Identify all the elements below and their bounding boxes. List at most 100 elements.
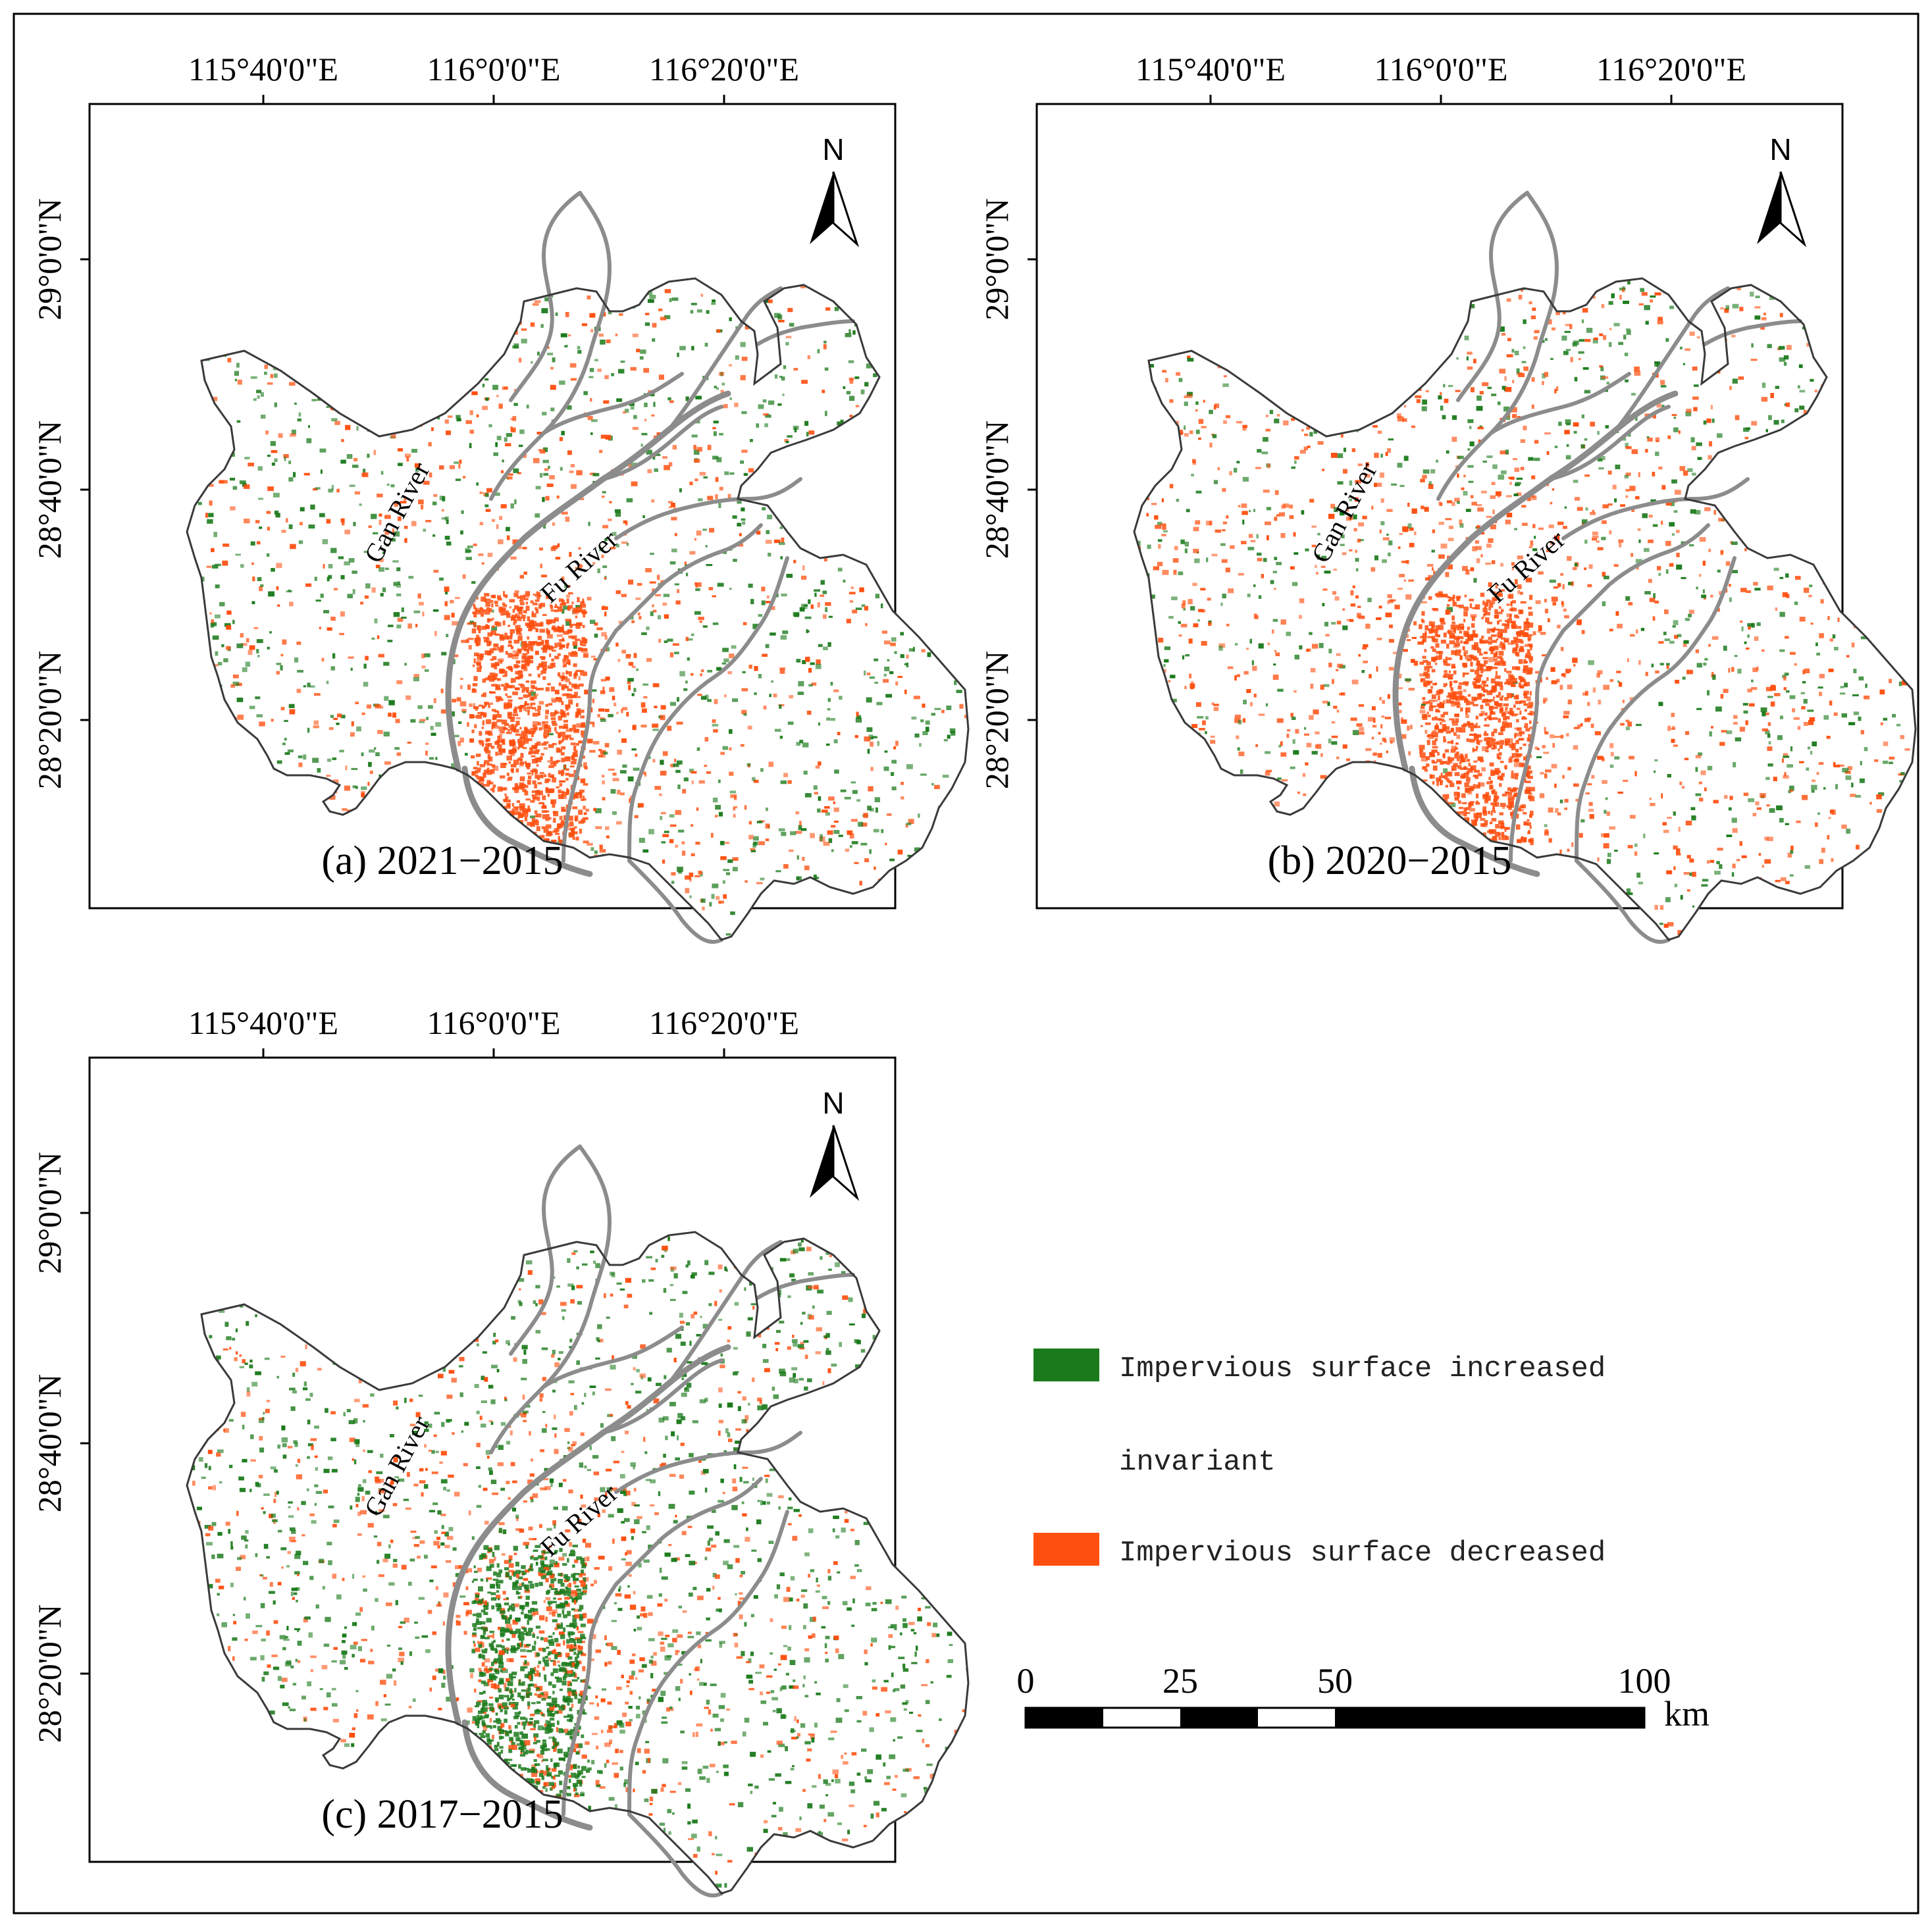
change-pixel <box>1573 430 1577 434</box>
change-pixel <box>1274 490 1279 496</box>
change-pixel <box>730 911 735 915</box>
change-pixel <box>1644 548 1650 552</box>
change-pixel <box>732 867 738 871</box>
change-pixel <box>546 619 552 625</box>
change-pixel <box>769 606 775 610</box>
change-pixel <box>494 492 500 496</box>
change-pixel <box>1309 715 1314 720</box>
change-pixel <box>696 807 699 811</box>
change-pixel <box>352 571 357 574</box>
change-pixel <box>801 575 807 580</box>
change-pixel <box>1364 474 1371 478</box>
change-pixel <box>1826 736 1831 739</box>
change-pixel <box>1197 716 1204 719</box>
change-pixel <box>340 575 345 580</box>
change-pixel <box>1509 738 1513 744</box>
change-pixel <box>818 796 822 801</box>
change-pixel <box>1674 883 1678 888</box>
change-pixel <box>925 475 929 479</box>
change-pixel <box>1193 623 1199 628</box>
change-pixel <box>901 411 908 416</box>
change-pixel <box>450 600 454 604</box>
change-pixel <box>669 702 676 706</box>
change-pixel <box>962 280 968 284</box>
change-pixel <box>1274 557 1278 561</box>
change-pixel <box>699 621 702 623</box>
change-pixel <box>919 378 925 382</box>
change-pixel <box>515 615 521 619</box>
change-pixel <box>825 411 827 417</box>
change-pixel <box>571 695 577 698</box>
change-pixel <box>558 715 562 721</box>
change-pixel <box>277 604 280 607</box>
change-pixel <box>524 790 529 796</box>
change-pixel <box>538 664 544 668</box>
change-pixel <box>382 587 386 592</box>
change-pixel <box>1650 803 1656 806</box>
change-pixel <box>558 698 562 703</box>
change-pixel <box>1257 557 1263 561</box>
change-pixel <box>1586 328 1593 333</box>
change-pixel <box>1180 623 1188 628</box>
change-pixel <box>544 810 550 813</box>
change-pixel <box>504 437 508 442</box>
change-pixel <box>529 750 536 754</box>
change-pixel <box>1340 544 1345 546</box>
change-pixel <box>567 815 573 821</box>
change-pixel <box>1634 851 1638 856</box>
change-pixel <box>503 604 508 607</box>
change-pixel <box>906 662 909 668</box>
change-pixel <box>538 688 544 690</box>
change-pixel <box>615 333 618 336</box>
lat-label: 29°0'0"N <box>31 198 68 321</box>
change-pixel <box>616 398 623 402</box>
change-pixel <box>1250 540 1256 542</box>
change-pixel <box>490 936 493 940</box>
change-pixel <box>565 778 569 781</box>
change-pixel <box>575 625 581 629</box>
change-pixel <box>521 640 527 646</box>
change-pixel <box>612 696 615 700</box>
change-pixel <box>539 772 544 775</box>
change-pixel <box>1867 330 1872 334</box>
change-pixel <box>618 369 625 374</box>
change-pixel <box>560 467 563 471</box>
change-pixel <box>782 630 789 634</box>
change-pixel <box>551 658 554 662</box>
change-pixel <box>924 466 931 470</box>
change-pixel <box>837 567 843 572</box>
change-pixel <box>926 727 929 732</box>
change-pixel <box>1154 515 1159 520</box>
change-pixel <box>305 583 312 587</box>
change-pixel <box>703 476 708 479</box>
change-pixel <box>644 912 651 916</box>
change-pixel <box>592 698 595 704</box>
change-pixel <box>491 603 494 607</box>
change-pixel <box>484 769 486 775</box>
change-pixel <box>245 661 251 667</box>
change-pixel <box>1205 731 1207 734</box>
change-pixel <box>575 615 578 619</box>
change-pixel <box>512 691 518 696</box>
change-pixel <box>519 758 523 761</box>
change-pixel <box>818 722 820 726</box>
change-pixel <box>450 711 455 717</box>
change-pixel <box>232 912 236 916</box>
change-pixel <box>719 432 723 436</box>
change-pixel <box>513 708 517 714</box>
change-pixel <box>1443 683 1446 688</box>
change-pixel <box>505 796 509 800</box>
change-pixel <box>662 602 667 606</box>
change-pixel <box>413 610 421 613</box>
change-pixel <box>646 657 652 662</box>
change-pixel <box>1537 630 1541 633</box>
change-pixel <box>271 462 275 466</box>
change-pixel <box>577 563 582 569</box>
change-pixel <box>962 594 966 600</box>
change-pixel <box>525 598 529 601</box>
change-pixel <box>675 844 679 848</box>
change-pixel <box>923 395 926 399</box>
change-pixel <box>1189 673 1192 679</box>
change-pixel <box>712 883 719 888</box>
change-pixel <box>559 638 565 642</box>
